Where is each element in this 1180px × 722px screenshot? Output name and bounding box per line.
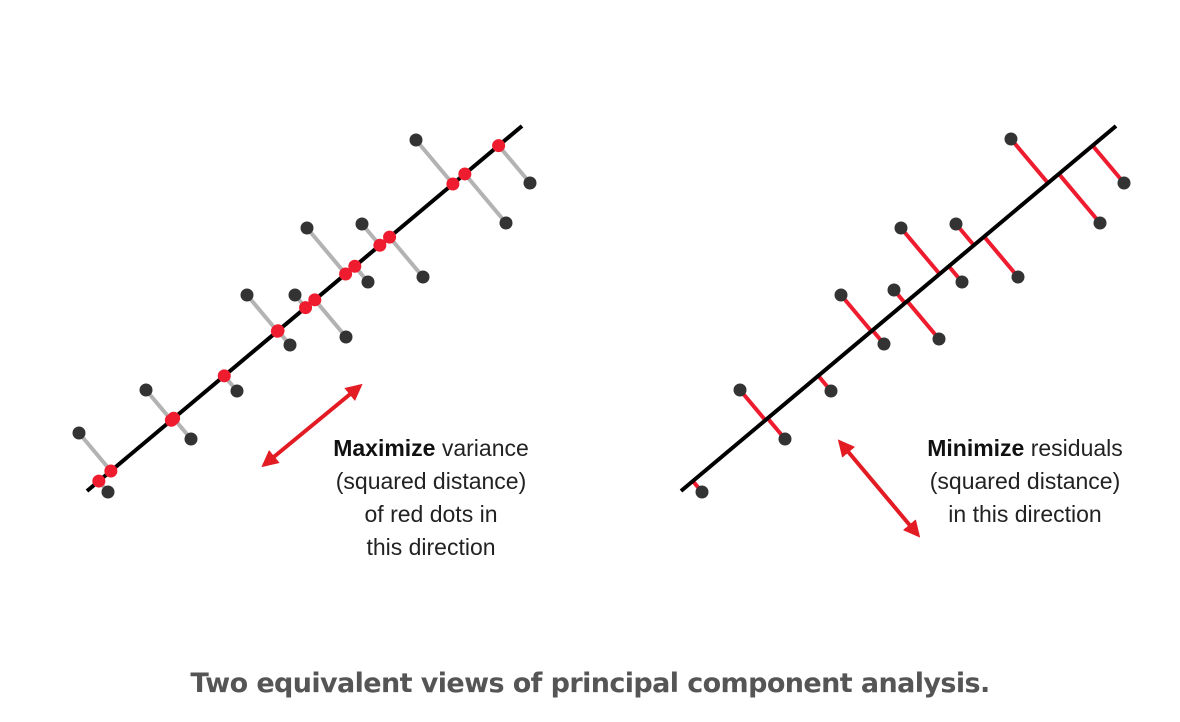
right-data-point-14 [1117, 176, 1131, 190]
right-label-bold: Minimize [927, 435, 1025, 461]
right-data-point-6 [887, 283, 901, 297]
right-data-point-11 [1011, 270, 1025, 284]
right-data-point-0 [695, 485, 709, 499]
left-data-point-9 [300, 221, 314, 235]
left-projected-dot-13 [446, 177, 460, 191]
left-connector-14 [463, 172, 508, 225]
left-projected-dot-8 [308, 293, 322, 307]
left-projected-dot-4 [217, 369, 231, 383]
left-projected-dot-6 [271, 324, 285, 338]
right-residual-4 [839, 293, 873, 333]
left-projected-dot-15 [492, 139, 506, 153]
right-data-point-4 [834, 288, 848, 302]
right-panel-label: Minimize residuals (squared distance) in… [892, 432, 1158, 531]
left-label-line-2: (squared distance) [335, 468, 527, 494]
left-projected-dot-10 [348, 259, 362, 273]
right-data-point-5 [877, 337, 891, 351]
left-connector-8 [313, 298, 348, 339]
left-label-line-3: of red dots in [364, 501, 498, 527]
right-data-point-13 [1093, 216, 1107, 230]
left-data-point-1 [101, 485, 115, 499]
left-connector-2 [144, 388, 173, 422]
left-label-line-4: this direction [366, 534, 496, 560]
left-projected-points [92, 139, 506, 488]
left-connector-9 [305, 226, 348, 276]
left-data-point-0 [72, 426, 86, 440]
right-data-point-12 [1004, 132, 1018, 146]
right-data-point-9 [955, 275, 969, 289]
left-variance-arrow [261, 383, 363, 468]
left-data-point-4 [230, 384, 244, 398]
right-data-point-7 [932, 332, 946, 346]
right-label-rest: residuals [1030, 435, 1123, 461]
left-projected-dot-12 [383, 230, 397, 244]
left-data-point-15 [523, 176, 537, 190]
right-residual-14 [1091, 144, 1126, 185]
left-connector-0 [77, 431, 113, 473]
right-residual-arrow [837, 439, 921, 538]
right-label-line-2: (squared distance) [929, 468, 1121, 494]
left-data-point-6 [283, 338, 297, 352]
right-label-line-1: Minimize residuals [892, 432, 1158, 465]
left-connector-5 [245, 293, 279, 333]
left-data-point-7 [288, 288, 302, 302]
right-data-points [695, 132, 1131, 499]
right-residual-11 [982, 235, 1020, 279]
right-residual-7 [905, 299, 941, 341]
left-label-line-1: Maximize variance [300, 432, 562, 465]
right-data-point-2 [778, 432, 792, 446]
left-data-point-3 [184, 432, 198, 446]
right-residual-1 [738, 388, 767, 422]
left-projected-dot-9 [339, 267, 353, 281]
left-panel-max-variance [72, 124, 537, 499]
left-data-point-8 [339, 330, 353, 344]
left-projected-dot-11 [373, 238, 387, 252]
right-data-point-8 [894, 221, 908, 235]
figure-caption: Two equivalent views of principal compon… [190, 668, 990, 699]
left-projected-dot-14 [458, 167, 472, 181]
left-data-point-13 [409, 133, 423, 147]
left-data-points [72, 133, 537, 499]
left-label-bold: Maximize [333, 435, 436, 461]
left-projected-dot-7 [299, 301, 313, 315]
left-connector-13 [414, 138, 455, 186]
right-label-line-3: in this direction [948, 501, 1102, 527]
left-connector-15 [497, 144, 532, 185]
right-data-point-3 [824, 384, 838, 398]
left-data-point-14 [499, 216, 513, 230]
right-residual-13 [1057, 172, 1102, 225]
right-data-point-1 [733, 383, 747, 397]
left-data-point-10 [361, 275, 375, 289]
left-label-rest: variance [441, 435, 529, 461]
left-projected-dot-0 [104, 464, 118, 478]
left-data-point-5 [240, 288, 254, 302]
right-panel-min-residuals [679, 124, 1131, 538]
left-connector-12 [388, 235, 425, 279]
left-panel-label: Maximize variance (squared distance) of … [300, 432, 562, 564]
right-residual-12 [1009, 137, 1050, 185]
left-data-point-12 [416, 270, 430, 284]
left-data-point-2 [139, 383, 153, 397]
right-principal-axis-line [679, 124, 1118, 493]
left-data-point-11 [355, 217, 369, 231]
left-projected-dot-1 [92, 474, 106, 488]
right-data-point-10 [949, 217, 963, 231]
left-projected-dot-3 [167, 411, 181, 425]
right-residual-8 [899, 226, 942, 276]
